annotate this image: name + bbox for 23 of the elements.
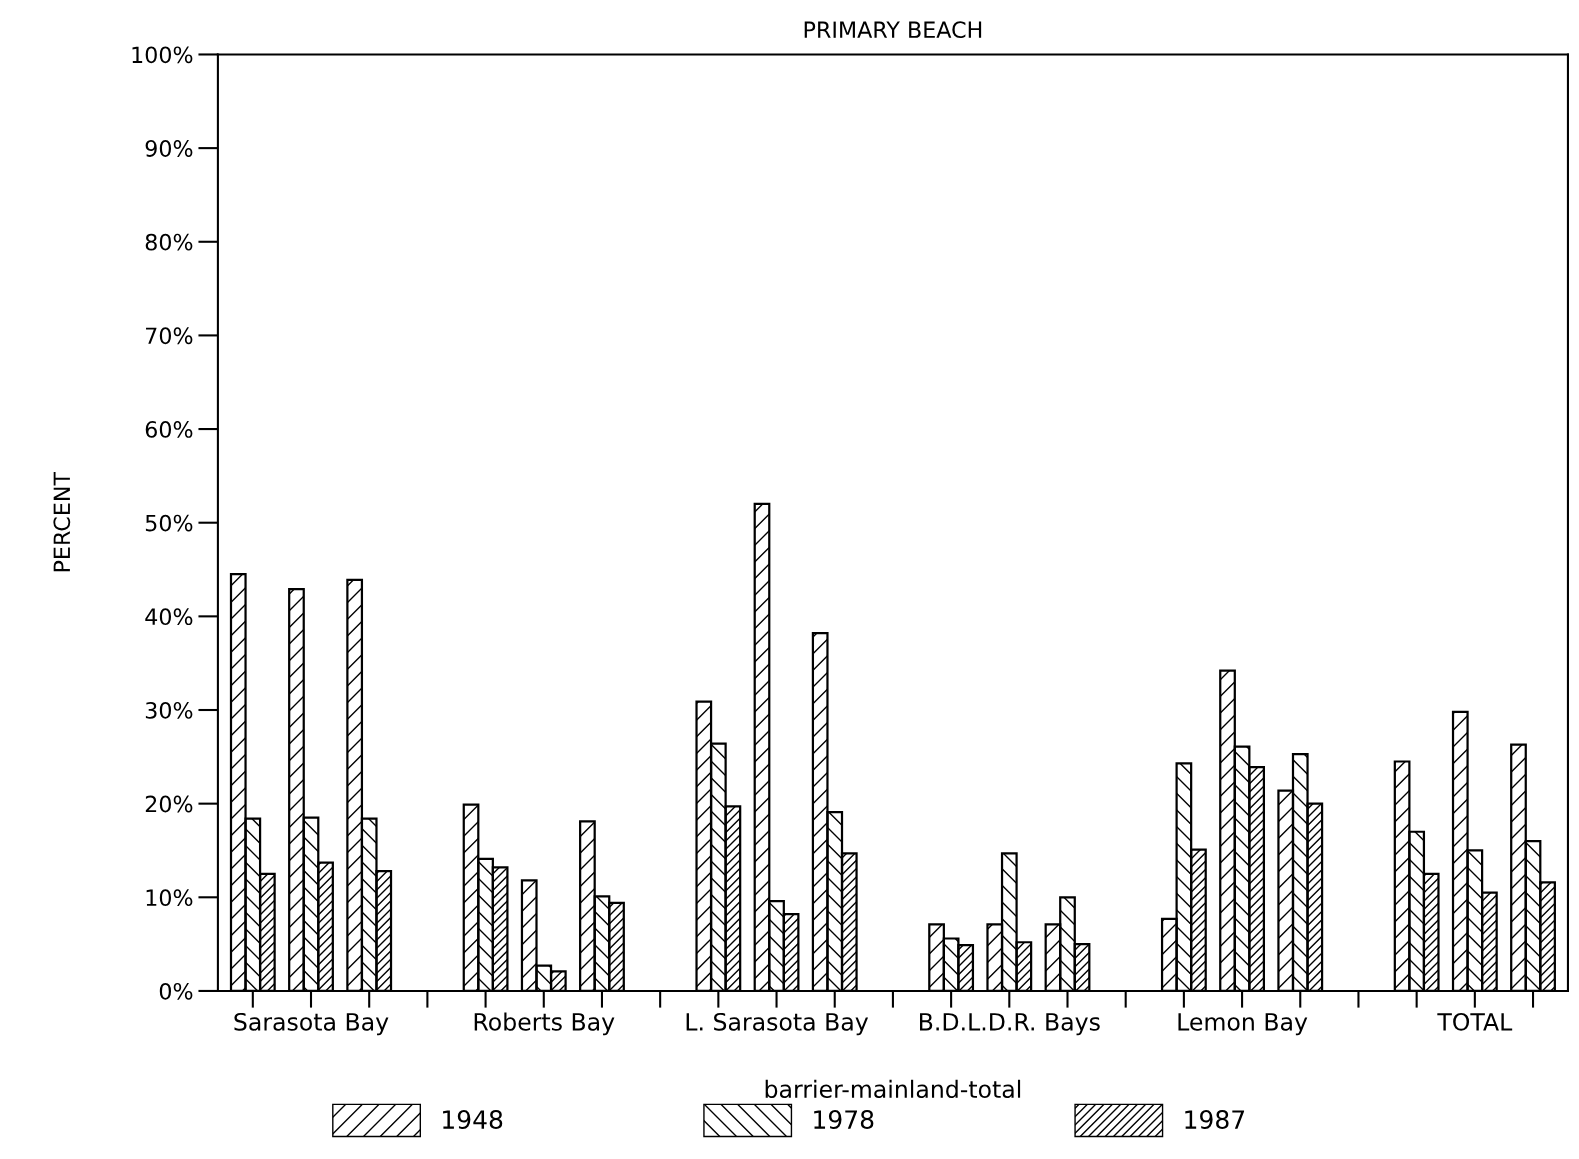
y-tick-label: 70% <box>146 327 193 345</box>
y-tick-label: 10% <box>146 889 193 907</box>
x-tick-label: Lemon Bay <box>1178 1013 1308 1036</box>
x-tick-label: Roberts Bay <box>474 1012 615 1036</box>
legend-label: 1987 <box>1185 1110 1245 1129</box>
y-tick-label: 90% <box>145 140 193 157</box>
y-tick-label: 30% <box>145 701 193 719</box>
x-tick-label: TOTAL <box>1437 1012 1513 1031</box>
legend-label: 1948 <box>443 1110 503 1129</box>
y-axis-title: PERCENT <box>53 471 71 572</box>
y-tick-label: 100% <box>132 46 193 64</box>
x-axis-title: barrier-mainland-total <box>765 1079 1021 1099</box>
x-tick-label: L. Sarasota Bay <box>686 1012 869 1036</box>
y-tick-label: 60% <box>145 421 193 438</box>
y-tick-label: 50% <box>145 514 193 532</box>
chart-title: PRIMARY BEACH <box>804 21 982 39</box>
y-tick-label: 20% <box>145 795 193 813</box>
y-tick-label: 80% <box>145 233 193 251</box>
y-tick-label: 0% <box>159 982 193 1000</box>
x-tick-label: B.D.L.D.R. Bays <box>920 1013 1100 1036</box>
y-tick-label: 40% <box>145 608 193 626</box>
x-tick-label: Sarasota Bay <box>234 1012 389 1036</box>
legend-label: 1978 <box>814 1110 874 1129</box>
